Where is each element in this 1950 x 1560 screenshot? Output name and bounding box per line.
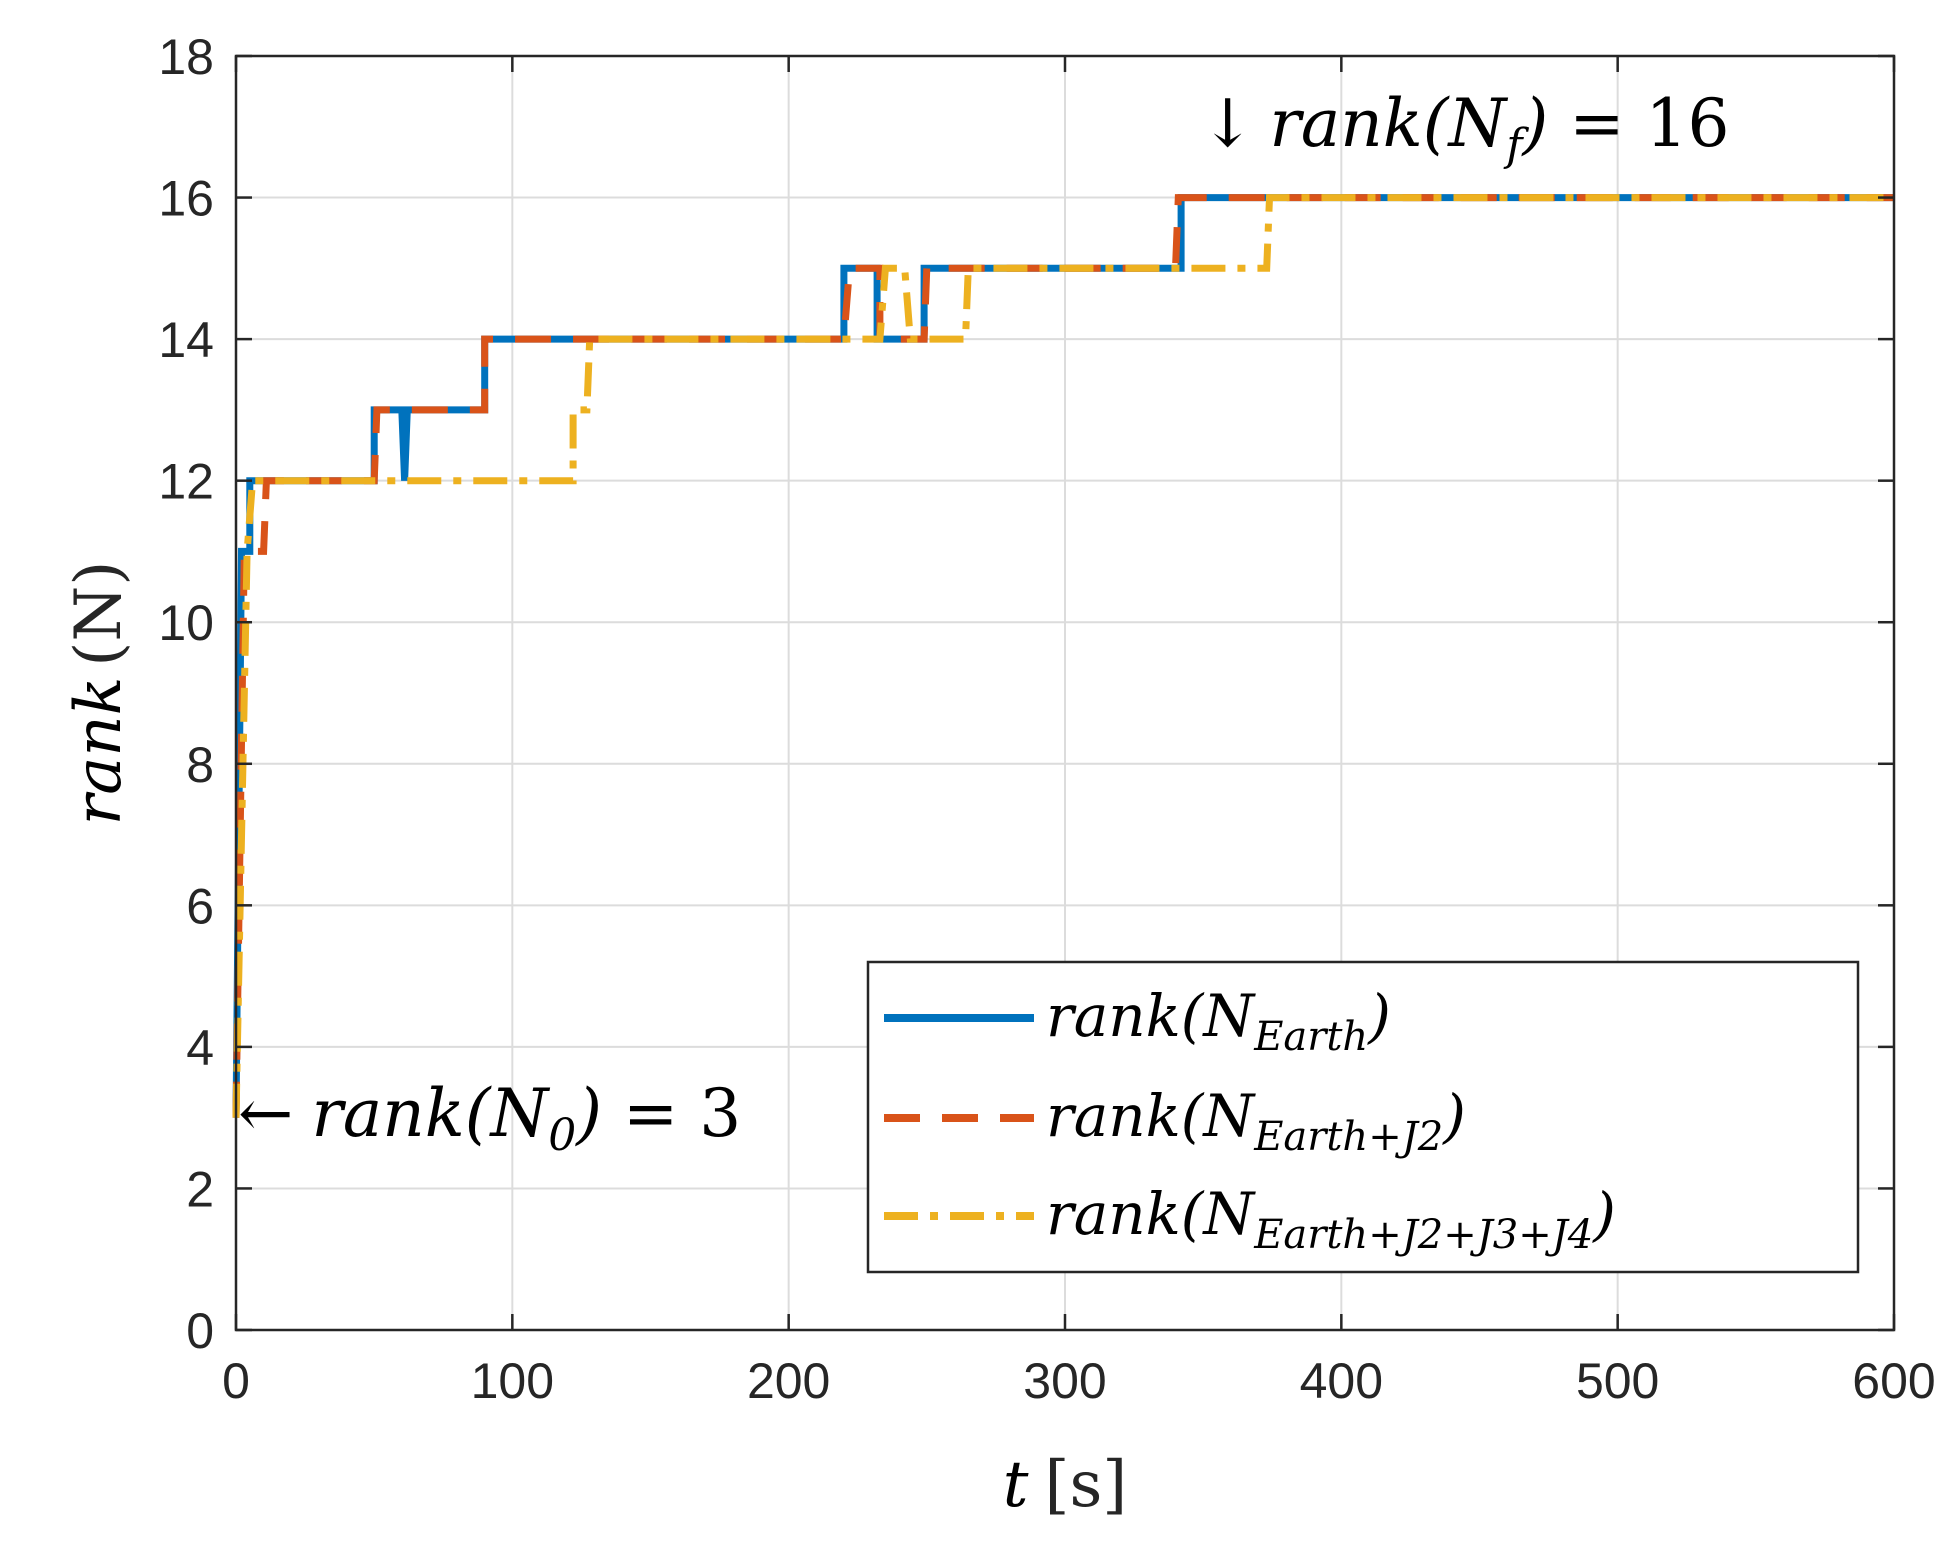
x-tick-label: 400 [1300,1353,1383,1409]
x-tick-label: 100 [471,1353,554,1409]
y-tick-label: 6 [186,878,214,934]
y-tick-label: 14 [158,312,214,368]
legend-label-earth-j2: rank(NEarth+J2) [1046,1082,1466,1160]
x-tick-label: 200 [747,1353,830,1409]
annotation-initial-rank: ← rank(N0) = 3 [238,1075,741,1161]
y-tick-label: 10 [158,595,214,651]
legend-label-earth: rank(NEarth) [1046,982,1391,1060]
y-tick-label: 18 [158,29,214,85]
x-axis-label: t [s] [1003,1448,1128,1522]
y-axis-label: rank(N) [62,561,136,826]
y-tick-label: 8 [186,737,214,793]
legend-label-earth-j2-j3-j4: rank(NEarth+J2+J3+J4) [1046,1180,1616,1258]
y-tick-label: 16 [158,171,214,227]
series-line-earth-j2-j3-j4 [232,194,1894,1118]
annotation-final-rank: ↓ rank(Nf) = 16 [1200,85,1730,171]
x-tick-label: 600 [1852,1353,1935,1409]
legend: rank(NEarth) rank(NEarth+J2) rank(NEarth… [866,960,1860,1274]
x-tick-label: 500 [1576,1353,1659,1409]
x-tick-label: 0 [222,1353,250,1409]
y-tick-label: 4 [186,1020,214,1076]
y-tick-label: 0 [186,1303,214,1359]
series-group [232,194,1894,1118]
y-tick-label: 12 [158,454,214,510]
y-tick-label: 2 [186,1161,214,1217]
axis-ticks: 0 100 200 300 400 500 600 0 2 4 6 8 10 12 14 16 18 [158,29,1935,1409]
x-tick-label: 300 [1023,1353,1106,1409]
